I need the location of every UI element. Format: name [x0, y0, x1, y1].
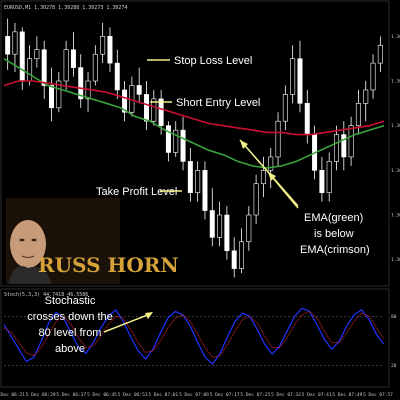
time-tick-label: 5 Dec 07:25 [240, 392, 270, 398]
candle-body [5, 36, 9, 54]
time-tick-label: 5 Dec 07:33 [271, 392, 301, 398]
candle-body [276, 121, 280, 157]
candle-body [137, 85, 141, 94]
candle-body [210, 211, 214, 238]
candle-body [42, 50, 46, 86]
candle-body [290, 59, 294, 95]
price-tick-label: 1.3022 [391, 213, 400, 219]
candle-body [364, 90, 368, 103]
stoch-tick-label: 80 [391, 314, 397, 320]
stop-loss-label: Stop Loss Level [174, 55, 252, 67]
candle-body [27, 59, 31, 81]
price-tick-label: 1.3024 [391, 168, 400, 174]
time-tick-label: 5 Dec 07:49 [332, 392, 362, 398]
time-tick-label: 5 Dec 06:45 [87, 392, 117, 398]
candle-body [115, 63, 119, 90]
ema-label-line1: EMA(green) [304, 212, 363, 224]
stoch-tick-label: 20 [391, 363, 397, 369]
ema-label-line2: is below [314, 228, 354, 240]
candle-body [195, 170, 199, 192]
time-tick-label: 5 Dec 06:29 [26, 392, 56, 398]
candle-body [254, 184, 258, 215]
candle-body [71, 50, 75, 68]
stoch-label-line3: 80 level from [39, 327, 102, 339]
time-tick-label: 5 Dec 07:09 [179, 392, 209, 398]
candle-body [13, 32, 17, 54]
candle-body [225, 215, 229, 251]
candle-body [327, 161, 331, 192]
candle [203, 161, 207, 219]
candle-body [93, 54, 97, 81]
ema-label-line3: EMA(crimson) [300, 244, 370, 256]
candle-body [342, 135, 346, 157]
candle-body [232, 251, 236, 269]
price-tick-label: 1.3030 [391, 34, 400, 40]
candle-body [159, 99, 163, 126]
candle-body [217, 215, 221, 237]
time-tick-label: 5 Dec 07:57 [363, 392, 393, 398]
take-profit-label: Take Profit Level [96, 186, 177, 198]
candle-body [166, 126, 170, 153]
time-tick-label: 5 Dec 06:53 [118, 392, 148, 398]
candle-body [349, 126, 353, 157]
candle-body [181, 130, 185, 161]
candle-body [261, 170, 265, 183]
price-tick-label: 1.3020 [391, 257, 400, 263]
candle-body [298, 59, 302, 104]
candle-body [20, 32, 24, 81]
price-tick-label: 1.3026 [391, 123, 400, 129]
candle-body [79, 68, 83, 99]
time-tick-label: 5 Dec 07:01 [148, 392, 178, 398]
candle-body [174, 130, 178, 152]
stoch-label-line2: crosses down the [27, 311, 113, 323]
candle-body [378, 45, 382, 63]
candle-body [100, 36, 104, 54]
candle-body [188, 161, 192, 192]
candle-body [239, 242, 243, 269]
candle-body [108, 36, 112, 63]
candle-body [283, 94, 287, 121]
stoch-label-line1: Stochastic [45, 295, 96, 307]
candle-body [64, 50, 68, 81]
candle-body [247, 215, 251, 242]
time-tick-label: 5 Dec 07:17 [210, 392, 240, 398]
candle-body [320, 170, 324, 192]
time-tick-label: 5 Dec 06:37 [56, 392, 86, 398]
candle-body [144, 94, 148, 121]
short-entry-label: Short Entry Level [176, 97, 260, 109]
candle-body [203, 170, 207, 210]
candle-body [371, 63, 375, 90]
brand-logo: RUSS HORN [38, 253, 179, 277]
candle-body [305, 103, 309, 134]
candle-body [35, 50, 39, 59]
price-tick-label: 1.3028 [391, 79, 400, 85]
stoch-label-line4: above [55, 343, 85, 355]
candle-body [356, 103, 360, 125]
candle-body [49, 85, 53, 107]
time-tick-label: 5 Dec 06:21 [0, 392, 25, 398]
symbol-header: EURUSD,M1 1.30278 1.30288 1.30273 1.3027… [4, 5, 127, 11]
time-tick-label: 5 Dec 07:41 [302, 392, 332, 398]
candle-body [334, 135, 338, 162]
